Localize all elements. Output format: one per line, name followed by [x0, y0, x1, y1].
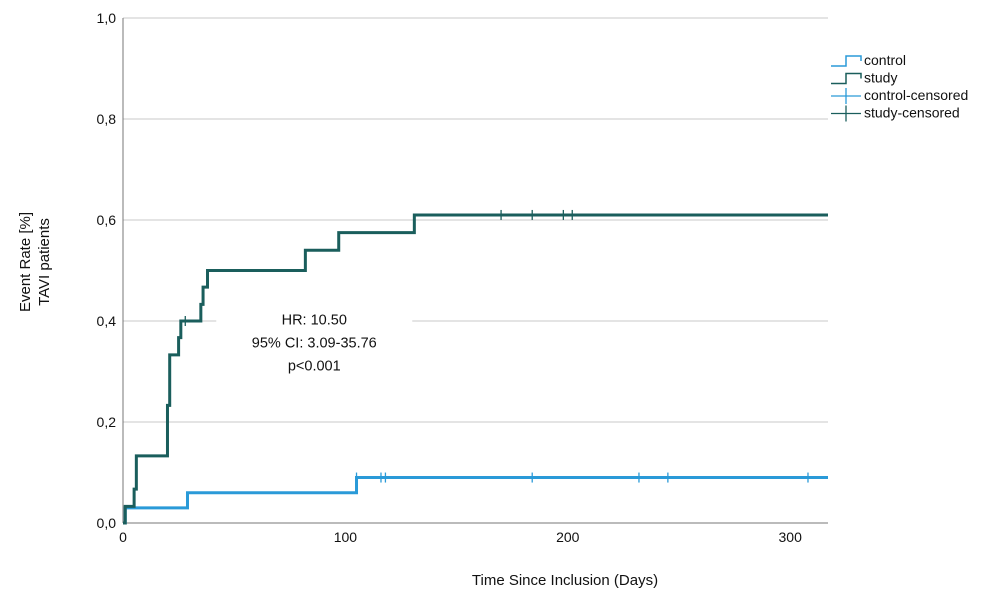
legend-label-study-censored: study-censored	[864, 105, 960, 121]
annotation-ci: 95% CI: 3.09-35.76	[252, 336, 377, 352]
y-tick-label: 0,6	[97, 212, 117, 228]
x-axis-label: Time Since Inclusion (Days)	[472, 572, 658, 589]
annotation-p-value: p<0.001	[288, 359, 341, 375]
y-axis-label: Event Rate [%] TAVI patients	[17, 212, 53, 312]
y-tick-label: 0,4	[97, 313, 117, 329]
y-tick-label: 0,2	[97, 414, 117, 430]
hazard-ratio-annotation: HR: 10.50 95% CI: 3.09-35.76 p<0.001	[216, 304, 412, 376]
legend-symbol-control	[831, 56, 861, 66]
legend-label-study: study	[864, 70, 897, 86]
legend-label-control: control	[864, 52, 906, 68]
annotation-hr: HR: 10.50	[282, 313, 347, 329]
x-tick-label: 300	[779, 529, 803, 545]
y-tick-label: 0,8	[97, 111, 117, 127]
legend-symbol-study	[831, 74, 861, 84]
y-axis-label-line-1: Event Rate [%]	[17, 212, 34, 312]
series-line-control	[123, 478, 828, 523]
x-tick-labels: 0 100 200 300	[119, 529, 802, 545]
x-tick-label: 0	[119, 529, 127, 545]
x-tick-label: 100	[334, 529, 358, 545]
y-tick-labels: 0,0 0,2 0,4 0,6 0,8 1,0	[97, 10, 117, 531]
x-tick-label: 200	[556, 529, 580, 545]
y-tick-label: 1,0	[97, 10, 117, 26]
legend-label-control-censored: control-censored	[864, 87, 968, 103]
y-axis-label-line-2: TAVI patients	[36, 218, 53, 306]
y-tick-label: 0,0	[97, 515, 117, 531]
